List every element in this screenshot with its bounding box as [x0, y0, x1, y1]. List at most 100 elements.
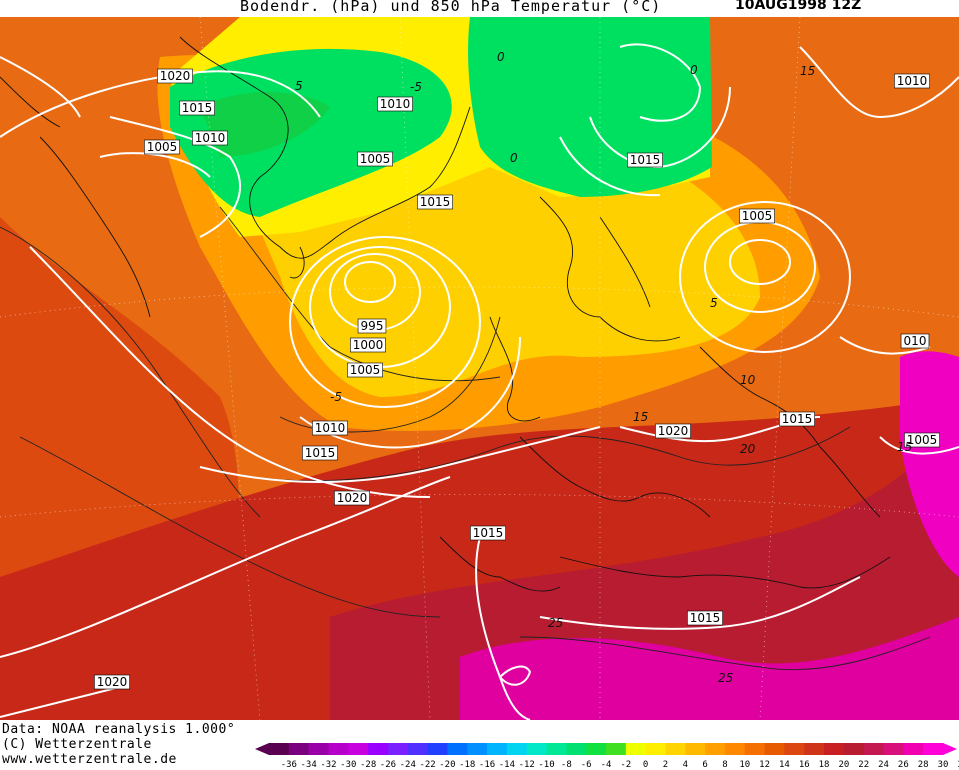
credit-website: www.wetterzentrale.de — [2, 752, 177, 767]
isobar-label: 1015 — [417, 194, 453, 210]
legend-tick-label: -28 — [360, 760, 376, 769]
legend-swatch — [764, 743, 785, 755]
legend-arrow-left — [255, 743, 269, 755]
graticule — [0, 17, 959, 720]
isobar-label: 995 — [357, 318, 387, 334]
legend-swatch — [784, 743, 805, 755]
isobar-label: 1020 — [334, 490, 370, 506]
legend-swatch — [824, 743, 845, 755]
legend-swatch — [487, 743, 508, 755]
svg-text:010: 010 — [904, 334, 927, 348]
legend-swatch — [308, 743, 329, 755]
legend-swatch — [566, 743, 587, 755]
title-bar: Bodendr. (hPa) und 850 hPa Temperatur (°… — [0, 0, 959, 18]
temp-field-freezing-greenland — [170, 48, 452, 217]
legend-tick-label: -16 — [479, 760, 495, 769]
isobar-label: 1020 — [655, 423, 691, 439]
temp-field-arctic-dark — [200, 92, 330, 157]
svg-text:1010: 1010 — [897, 74, 928, 88]
legend-swatch — [467, 743, 488, 755]
svg-text:1005: 1005 — [360, 152, 391, 166]
isobar-label: 1015 — [627, 152, 663, 168]
legend-tick-label: 16 — [799, 760, 810, 769]
legend-swatch — [843, 743, 865, 755]
legend-swatch — [586, 743, 607, 755]
isobar-label: 1010 — [312, 420, 348, 436]
legend-swatch — [387, 743, 409, 755]
legend-swatch — [923, 743, 944, 755]
legend-swatches — [255, 743, 957, 755]
legend-tick-label: -8 — [561, 760, 572, 769]
credit-data-source: Data: NOAA reanalysis 1.000° — [2, 722, 236, 737]
legend-tick-label: 30 — [938, 760, 949, 769]
svg-text:1005: 1005 — [907, 433, 938, 447]
svg-text:995: 995 — [361, 319, 384, 333]
chart-date: 10AUG1998 12Z — [735, 0, 862, 13]
isotherm-label: 25 — [718, 671, 733, 685]
svg-text:1005: 1005 — [147, 140, 178, 154]
legend-tick-label: -34 — [301, 760, 317, 769]
legend-swatch — [625, 743, 647, 755]
isobar-label: 1000 — [350, 337, 386, 353]
svg-text:1015: 1015 — [473, 526, 504, 540]
legend-tick-label: 12 — [759, 760, 770, 769]
legend-swatch — [546, 743, 567, 755]
legend-swatch — [269, 743, 290, 755]
legend-tick-label: -10 — [538, 760, 554, 769]
legend-tick-label: 32 — [957, 760, 959, 769]
legend-tick-label: -20 — [439, 760, 455, 769]
legend-swatch — [427, 743, 448, 755]
legend-swatch — [705, 743, 726, 755]
legend-tick-label: -4 — [601, 760, 612, 769]
legend-tick-label: 2 — [663, 760, 668, 769]
isotherm-label: 15 — [897, 440, 912, 454]
legend-tick-label: -24 — [400, 760, 416, 769]
isotherm-label: 20 — [740, 442, 756, 456]
svg-text:1010: 1010 — [195, 131, 226, 145]
legend-swatch — [328, 743, 349, 755]
isotherm-label: 25 — [548, 616, 563, 630]
temp-field-freezing-arctic — [468, 17, 712, 197]
isobar-label: 1010 — [894, 73, 930, 89]
legend-swatch — [903, 743, 924, 755]
isobar-label: 1015 — [687, 610, 723, 626]
svg-text:1005: 1005 — [742, 209, 773, 223]
isotherm-label: 5 — [710, 296, 718, 310]
legend-swatch — [506, 743, 528, 755]
temp-field-africa-hot — [460, 617, 959, 720]
legend-tick-label: -30 — [340, 760, 356, 769]
legend-swatch — [447, 743, 468, 755]
legend-tick-label: -12 — [519, 760, 535, 769]
svg-text:1010: 1010 — [315, 421, 346, 435]
legend-tick-label: 18 — [819, 760, 830, 769]
svg-text:1015: 1015 — [182, 101, 213, 115]
legend-tick-label: 6 — [702, 760, 707, 769]
legend-tick-label: 28 — [918, 760, 929, 769]
isotherm-label: 10 — [740, 373, 756, 387]
legend-tick-label: 4 — [683, 760, 688, 769]
svg-text:1015: 1015 — [690, 611, 721, 625]
svg-text:1020: 1020 — [337, 491, 368, 505]
isobar-label: 1015 — [302, 445, 338, 461]
isobar-label: 1005 — [739, 208, 775, 224]
legend-swatch — [724, 743, 746, 755]
chart-title: Bodendr. (hPa) und 850 hPa Temperatur (°… — [240, 0, 662, 15]
isotherm-label: 15 — [633, 410, 648, 424]
isobar-label: 1015 — [779, 411, 815, 427]
isobar-label: 1005 — [347, 362, 383, 378]
legend-swatch — [368, 743, 389, 755]
isobar-label: 1005 — [357, 151, 393, 167]
isotherm-label: 0 — [690, 63, 698, 77]
isobar-label: 1005 — [144, 139, 180, 155]
legend-swatch — [804, 743, 825, 755]
svg-text:1005: 1005 — [350, 363, 381, 377]
legend-tick-label: 14 — [779, 760, 790, 769]
isobar-label: 1015 — [470, 525, 506, 541]
isobar-label: 1010 — [192, 130, 228, 146]
isotherm-label: 15 — [800, 64, 815, 78]
legend-tick-label: -22 — [419, 760, 435, 769]
isotherm-label: 0 — [497, 50, 505, 64]
